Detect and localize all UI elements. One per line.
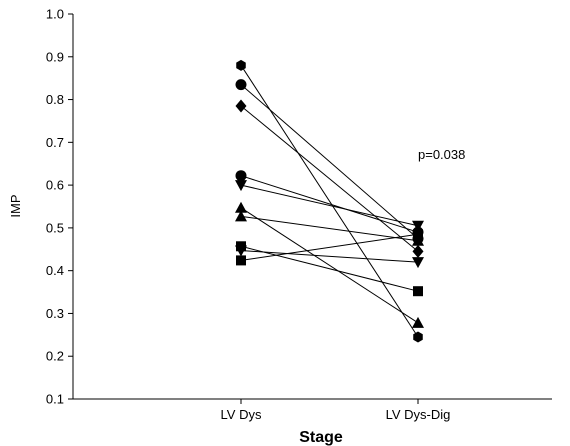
data-point-tri-up bbox=[235, 210, 247, 222]
y-tick-label: 1.0 bbox=[46, 7, 64, 22]
data-point-circle bbox=[235, 170, 247, 182]
data-point-tri-down bbox=[235, 245, 247, 257]
data-point-tri-down bbox=[235, 180, 247, 192]
data-point-tri-up bbox=[412, 316, 424, 328]
y-tick-label: 0.8 bbox=[46, 92, 64, 107]
data-point-diamond bbox=[412, 244, 424, 258]
data-point-tri-down bbox=[412, 220, 424, 232]
data-point-hexagon bbox=[236, 59, 246, 71]
pair-connector-line bbox=[240, 233, 419, 261]
pair-connector-line bbox=[240, 65, 419, 338]
x-tick-label: LV Dys-Dig bbox=[386, 407, 451, 422]
y-tick-label: 0.9 bbox=[46, 49, 64, 64]
pair-connector-line bbox=[240, 207, 419, 324]
y-tick-label: 0.4 bbox=[46, 263, 64, 278]
pair-connector-line bbox=[240, 215, 419, 242]
data-point-square bbox=[413, 229, 423, 240]
x-ticks: LV Dys LV Dys-Dig bbox=[221, 399, 451, 422]
y-tick-label: 0.5 bbox=[46, 220, 64, 235]
y-tick-label: 0.1 bbox=[46, 392, 64, 407]
data-point-diamond bbox=[235, 99, 247, 113]
y-tick-label: 0.3 bbox=[46, 306, 64, 321]
data-point-square bbox=[236, 255, 246, 266]
data-point-tri-down bbox=[412, 257, 424, 269]
data-point-circle bbox=[235, 79, 247, 91]
data-point-square bbox=[413, 286, 423, 297]
pair-connector-line bbox=[240, 105, 419, 252]
axes bbox=[72, 14, 552, 400]
data-point-tri-up bbox=[235, 201, 247, 213]
y-axis-title: IMP bbox=[8, 194, 23, 217]
y-tick-label: 0.7 bbox=[46, 135, 64, 150]
pair-connector-line bbox=[240, 84, 419, 239]
y-tick-label: 0.6 bbox=[46, 178, 64, 193]
pair-connector-line bbox=[240, 245, 419, 292]
pair-lines bbox=[240, 65, 419, 338]
pair-connector-line bbox=[240, 175, 419, 233]
x-tick-label: LV Dys bbox=[221, 407, 262, 422]
y-ticks: 0.1 0.2 0.3 0.4 0.5 0.6 0.7 0.8 0.9 1.0 bbox=[46, 7, 73, 407]
x-axis-title: Stage bbox=[299, 429, 343, 446]
pair-connector-line bbox=[240, 184, 419, 227]
markers bbox=[235, 59, 424, 343]
pair-connector-line bbox=[240, 250, 419, 263]
y-tick-label: 0.2 bbox=[46, 349, 64, 364]
data-point-hexagon bbox=[413, 331, 423, 343]
p-value-annotation: p=0.038 bbox=[418, 147, 465, 162]
data-point-tri-up bbox=[412, 234, 424, 246]
